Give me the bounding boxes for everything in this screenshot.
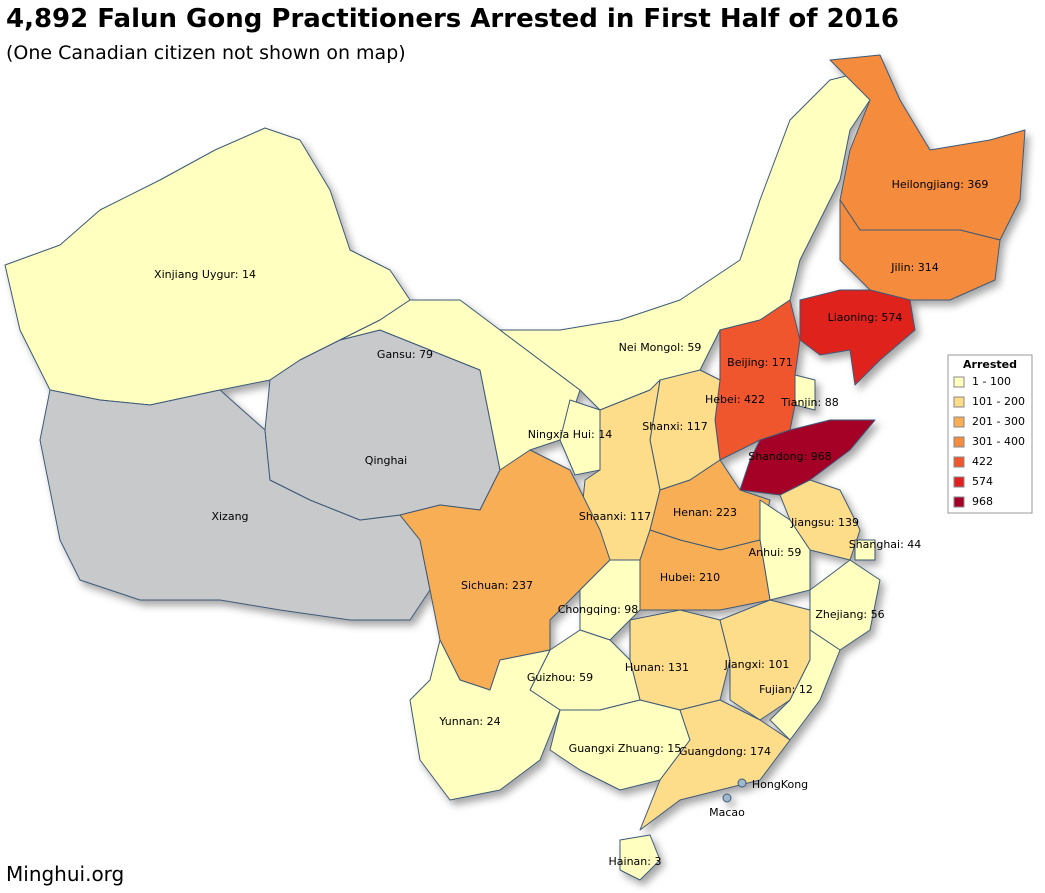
province-label: Yunnan: 24 [438, 715, 500, 728]
legend-swatch [953, 456, 965, 468]
place-marker [737, 778, 747, 788]
province-label: Zhejiang: 56 [815, 608, 884, 621]
legend-label: 574 [972, 475, 993, 488]
place-marker [722, 793, 732, 803]
place-label: HongKong [752, 778, 808, 791]
legend-title: Arrested [963, 358, 1017, 371]
legend-label: 422 [972, 455, 993, 468]
province-label: Shanghai: 44 [849, 538, 922, 551]
legend-swatch [953, 416, 965, 428]
legend-label: 968 [972, 495, 993, 508]
province [629, 609, 731, 711]
province-label: Chongqing: 98 [558, 603, 639, 616]
province [559, 399, 601, 476]
source: Minghui.org [6, 862, 125, 886]
province-label: Guangxi Zhuang: 15 [569, 742, 682, 755]
province [639, 529, 771, 611]
province-label: Nei Mongol: 59 [619, 341, 702, 354]
province-label: Xinjiang Uygur: 14 [154, 268, 256, 281]
province-label: Hainan: 3 [609, 855, 662, 868]
province-label: Tianjin: 88 [780, 396, 838, 409]
province-label: Ningxia Hui: 14 [528, 428, 613, 441]
province-label: Anhui: 59 [749, 546, 802, 559]
legend-swatch [953, 436, 965, 448]
province [839, 199, 1001, 301]
province-label: Hebei: 422 [705, 393, 765, 406]
province-label: Henan: 223 [673, 506, 737, 519]
province-label: Qinghai [365, 454, 407, 467]
province [799, 289, 916, 386]
province-label: Liaoning: 574 [828, 311, 903, 324]
legend-label: 201 - 300 [972, 415, 1025, 428]
province-label: Fujian: 12 [759, 683, 813, 696]
subtitle: (One Canadian citizen not shown on map) [6, 42, 406, 64]
province-label: Guizhou: 59 [527, 671, 593, 684]
province-label: Heilongjiang: 369 [892, 178, 989, 191]
province-label: Jilin: 314 [890, 261, 939, 274]
province-label: Hubei: 210 [660, 571, 720, 584]
legend-swatch [953, 496, 965, 508]
legend-swatch [953, 396, 965, 408]
province [499, 69, 871, 411]
province [639, 699, 791, 831]
province-label: Shaanxi: 117 [579, 510, 651, 523]
province [854, 539, 876, 561]
province [409, 639, 561, 801]
province-label: Jiangxi: 101 [724, 658, 790, 671]
province [769, 629, 841, 741]
province [829, 54, 1026, 241]
province-label: Jiangsu: 139 [790, 516, 859, 529]
province-label: Shandong: 968 [748, 450, 832, 463]
legend-label: 101 - 200 [972, 395, 1025, 408]
province [399, 449, 611, 691]
province-label: Sichuan: 237 [461, 579, 533, 592]
province-label: Hunan: 131 [625, 661, 689, 674]
province [739, 419, 876, 496]
province-label: Guangdong: 174 [679, 745, 771, 758]
province-label: Xizang [211, 510, 248, 523]
province-label: Beijing: 171 [727, 356, 793, 369]
legend-swatch [953, 476, 965, 488]
province-label: Gansu: 79 [377, 348, 433, 361]
province-label: Shanxi: 117 [642, 420, 707, 433]
province [619, 834, 661, 881]
legend-label: 301 - 400 [972, 435, 1025, 448]
place-label: Macao [709, 806, 745, 819]
title: 4,892 Falun Gong Practitioners Arrested … [6, 4, 900, 34]
legend-label: 1 - 100 [972, 375, 1011, 388]
legend-swatch [953, 376, 965, 388]
